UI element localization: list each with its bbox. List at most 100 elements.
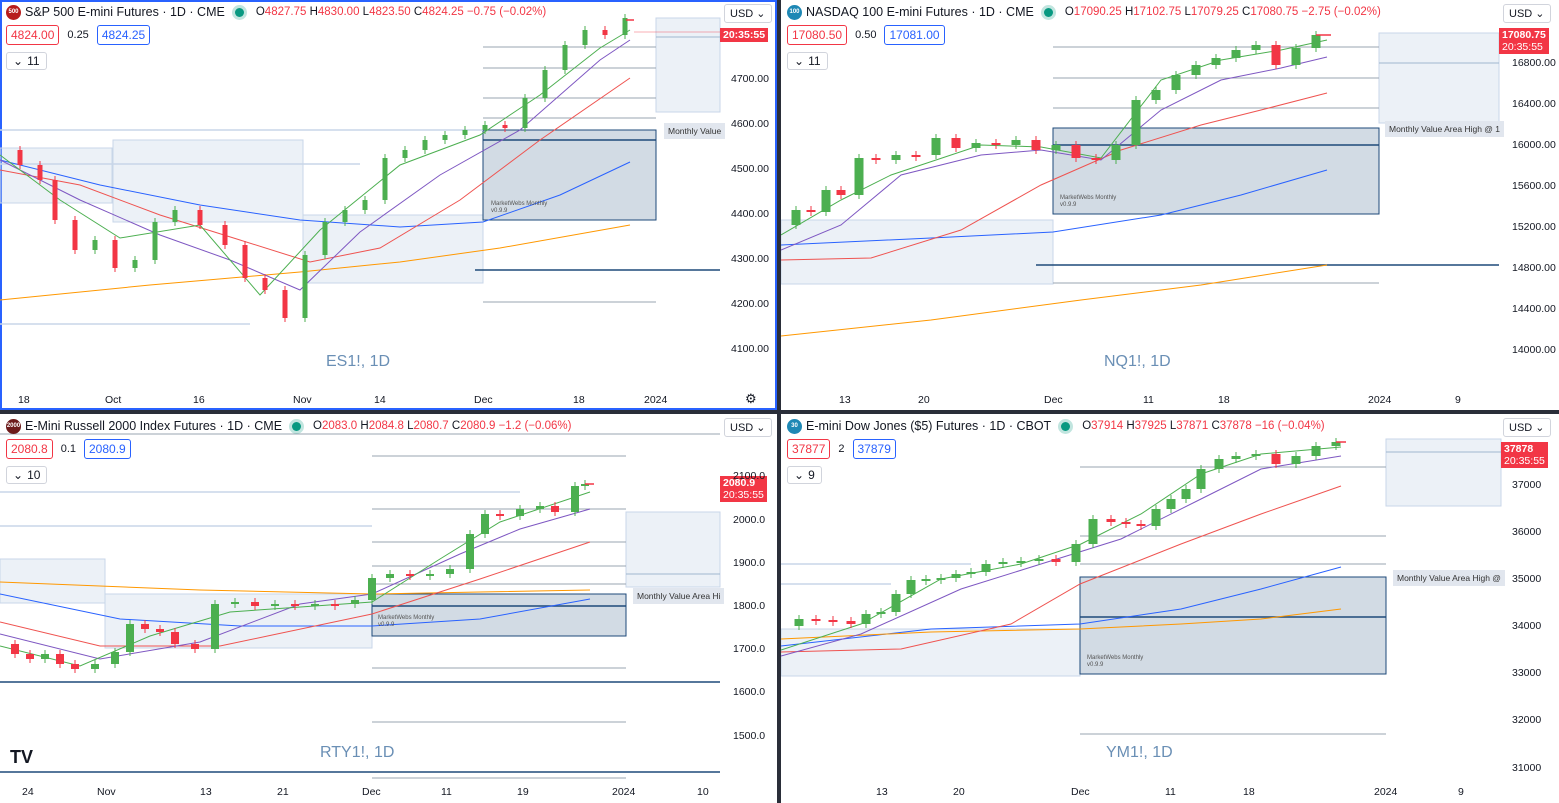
ym-watermark: YM1!, 1D xyxy=(1106,744,1173,761)
es-indicators-toggle[interactable]: ⌄ 11 xyxy=(6,52,47,70)
nq-candle xyxy=(871,158,881,160)
rty-candle xyxy=(311,604,319,606)
es-sell-button[interactable]: 4824.00 xyxy=(6,25,60,45)
nq-candle xyxy=(1151,90,1161,100)
rty-candle xyxy=(536,506,544,509)
rty-candle xyxy=(446,569,454,574)
rty-buy-button[interactable]: 2080.9 xyxy=(84,439,131,459)
nq-candle xyxy=(806,210,816,212)
es-ema-mid xyxy=(0,39,631,291)
ym-candle xyxy=(906,580,916,594)
ym-candle xyxy=(981,564,991,572)
rty-candle xyxy=(191,644,199,649)
rty-bid-ask: 2080.8 0.1 2080.9 xyxy=(6,439,131,459)
nq-currency-select[interactable]: USD ⌄ xyxy=(1503,4,1551,23)
market-open-icon xyxy=(1061,421,1071,431)
rty-title[interactable]: E-Mini Russell 2000 Index Futures · 1D ·… xyxy=(25,419,283,433)
time-tick-label: 2024 xyxy=(612,786,636,798)
price-tick-label: 14800.00 xyxy=(1512,262,1556,274)
ym-sma-long xyxy=(781,566,1342,647)
nq-candle xyxy=(1231,50,1241,58)
time-tick-label: 11 xyxy=(1143,394,1154,406)
nq-sma-200 xyxy=(781,264,1328,337)
nq-ema-mid xyxy=(781,56,1328,251)
price-tick-label: 4500.00 xyxy=(731,163,769,175)
ym-candle xyxy=(828,620,838,622)
rty-candle xyxy=(466,534,474,569)
nq-sell-button[interactable]: 17080.50 xyxy=(787,25,848,45)
chart-pane-es[interactable]: 500 S&P 500 E-mini Futures · 1D · CME O4… xyxy=(0,0,777,410)
es-candle xyxy=(132,260,138,268)
tradingview-logo-icon[interactable]: TV xyxy=(10,747,34,767)
ym-candle xyxy=(1106,519,1116,522)
nq-buy-button[interactable]: 17081.00 xyxy=(884,25,945,45)
nq-indicators-toggle[interactable]: ⌄ 11 xyxy=(787,52,828,70)
nq-value-box xyxy=(781,219,1054,285)
ym-candle xyxy=(921,579,931,581)
time-tick-label: 21 xyxy=(277,786,289,798)
rty-watermark: RTY1!, 1D xyxy=(320,744,395,761)
ym-currency-select[interactable]: USD ⌄ xyxy=(1503,418,1551,437)
ym-indicators-toggle[interactable]: ⌄ 9 xyxy=(787,466,822,484)
time-tick-label: 9 xyxy=(1458,786,1464,798)
rty-candle xyxy=(231,602,239,604)
ym-candle xyxy=(1214,459,1224,469)
time-tick-label: 18 xyxy=(1218,394,1230,406)
rty-sma-long xyxy=(0,593,591,627)
es-bid-ask: 4824.00 0.25 4824.25 xyxy=(6,25,151,45)
rty-candle xyxy=(71,664,79,669)
ym-title[interactable]: E-mini Dow Jones ($5) Futures · 1D · CBO… xyxy=(806,419,1052,433)
time-tick-label: 2024 xyxy=(1374,786,1398,798)
settings-gear-icon[interactable]: ⚙ xyxy=(745,391,757,406)
rty-currency-select[interactable]: USD ⌄ xyxy=(724,418,772,437)
es-candle xyxy=(342,210,348,222)
nq-ohlc: O17090.25 H17102.75 L17079.25 C17080.75 … xyxy=(1064,6,1381,18)
rty-candle xyxy=(581,484,589,486)
ym-buy-button[interactable]: 37879 xyxy=(852,439,896,459)
es-sma-long xyxy=(0,159,631,228)
price-tick-label: 1800.0 xyxy=(733,600,766,612)
ym-chart-canvas[interactable] xyxy=(781,414,1559,803)
es-ema-fast xyxy=(0,29,631,296)
rty-sell-button[interactable]: 2080.8 xyxy=(6,439,53,459)
rty-monthly-box xyxy=(371,593,627,637)
time-tick-label: Nov xyxy=(293,394,312,406)
price-tick-label: 2100.0 xyxy=(733,470,766,482)
ym-sell-button[interactable]: 37877 xyxy=(787,439,831,459)
time-tick-label: 18 xyxy=(573,394,585,406)
es-value-area-label: Monthly Value xyxy=(664,123,726,139)
rty-chart-canvas[interactable] xyxy=(0,414,777,803)
market-open-icon xyxy=(292,421,302,431)
rty-indicators-toggle[interactable]: ⌄ 10 xyxy=(6,466,48,484)
es-candle xyxy=(362,200,368,210)
es-buy-button[interactable]: 4824.25 xyxy=(96,25,151,45)
time-tick-label: Dec xyxy=(474,394,493,406)
nq-bid-ask: 17080.50 0.50 17081.00 xyxy=(787,25,945,45)
nq-title[interactable]: NASDAQ 100 E-mini Futures · 1D · CME xyxy=(806,5,1034,19)
ym-candle xyxy=(846,621,856,624)
price-tick-label: 15200.00 xyxy=(1512,221,1556,233)
chart-pane-ym[interactable]: 30 E-mini Dow Jones ($5) Futures · 1D · … xyxy=(781,414,1559,803)
nq-candle xyxy=(821,190,831,212)
price-tick-label: 2000.0 xyxy=(733,514,766,526)
es-title[interactable]: S&P 500 E-mini Futures · 1D · CME xyxy=(25,5,225,19)
rty-candle xyxy=(141,624,149,629)
chart-pane-nq[interactable]: 100 NASDAQ 100 E-mini Futures · 1D · CME… xyxy=(781,0,1559,410)
ym-candle xyxy=(1196,469,1206,489)
rty-spread: 0.1 xyxy=(60,443,76,455)
chart-pane-rty[interactable]: 2000 E-Mini Russell 2000 Index Futures ·… xyxy=(0,414,777,803)
es-candle xyxy=(72,220,78,250)
es-value-box xyxy=(112,139,304,223)
nq-chart-canvas[interactable] xyxy=(781,0,1559,410)
ym-candle xyxy=(1251,454,1261,456)
ym-candle xyxy=(794,619,804,626)
time-tick-label: Dec xyxy=(362,786,381,798)
rty-candle xyxy=(126,624,134,652)
es-chart-canvas[interactable] xyxy=(0,0,777,410)
chevron-down-icon: ⌄ xyxy=(794,54,805,68)
rty-candle xyxy=(91,664,99,669)
ym-candle xyxy=(1166,499,1176,509)
es-currency-select[interactable]: USD ⌄ xyxy=(724,4,772,23)
rty-ema-fast xyxy=(0,491,591,667)
time-tick-label: 19 xyxy=(517,786,529,798)
